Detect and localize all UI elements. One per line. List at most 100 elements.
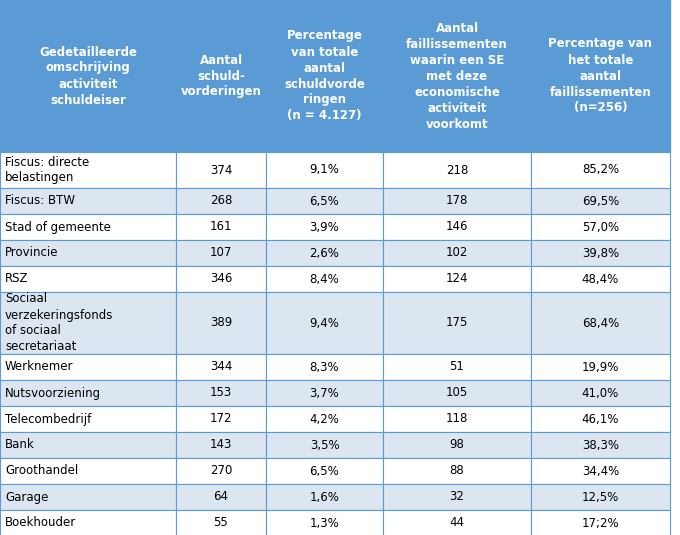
Text: 34,4%: 34,4% <box>582 464 619 478</box>
Text: 48,4%: 48,4% <box>582 272 619 286</box>
Text: Garage: Garage <box>5 491 48 503</box>
Text: Werknemer: Werknemer <box>5 361 73 373</box>
Bar <box>531 484 670 510</box>
Bar <box>176 432 266 458</box>
Bar <box>266 432 383 458</box>
Text: 1,3%: 1,3% <box>309 516 339 530</box>
Bar <box>176 188 266 214</box>
Text: 3,9%: 3,9% <box>309 220 339 233</box>
Text: 3,7%: 3,7% <box>309 386 339 400</box>
Bar <box>383 354 531 380</box>
Bar <box>266 240 383 266</box>
Text: 46,1%: 46,1% <box>582 412 619 425</box>
Bar <box>266 152 383 188</box>
Text: 55: 55 <box>214 516 228 530</box>
Text: 118: 118 <box>446 412 469 425</box>
Bar <box>383 406 531 432</box>
Bar <box>176 380 266 406</box>
Bar <box>531 188 670 214</box>
Text: 69,5%: 69,5% <box>582 195 619 208</box>
Text: 8,4%: 8,4% <box>309 272 339 286</box>
Bar <box>383 0 531 152</box>
Bar <box>383 266 531 292</box>
Bar <box>266 380 383 406</box>
Bar <box>176 266 266 292</box>
Text: 8,3%: 8,3% <box>309 361 339 373</box>
Bar <box>176 354 266 380</box>
Bar <box>531 214 670 240</box>
Bar <box>0 510 176 535</box>
Text: 344: 344 <box>210 361 232 373</box>
Text: 44: 44 <box>449 516 464 530</box>
Text: 32: 32 <box>449 491 464 503</box>
Bar <box>266 0 383 152</box>
Bar <box>176 0 266 152</box>
Text: Telecombedrijf: Telecombedrijf <box>5 412 91 425</box>
Text: Gedetailleerde
omschrijving
activiteit
schuldeiser: Gedetailleerde omschrijving activiteit s… <box>39 45 137 106</box>
Text: 146: 146 <box>446 220 469 233</box>
Text: 161: 161 <box>209 220 233 233</box>
Bar <box>531 152 670 188</box>
Text: Bank: Bank <box>5 439 35 452</box>
Bar <box>266 406 383 432</box>
Text: 1,6%: 1,6% <box>309 491 339 503</box>
Bar <box>176 240 266 266</box>
Bar <box>0 354 176 380</box>
Bar <box>0 406 176 432</box>
Text: 85,2%: 85,2% <box>582 164 619 177</box>
Text: 143: 143 <box>210 439 232 452</box>
Bar <box>531 510 670 535</box>
Bar <box>383 188 531 214</box>
Bar <box>531 354 670 380</box>
Text: 41,0%: 41,0% <box>582 386 619 400</box>
Text: 98: 98 <box>449 439 464 452</box>
Text: 175: 175 <box>446 317 469 330</box>
Bar <box>531 406 670 432</box>
Bar <box>266 214 383 240</box>
Text: 39,8%: 39,8% <box>582 247 619 259</box>
Text: Nutsvoorziening: Nutsvoorziening <box>5 386 101 400</box>
Bar <box>383 292 531 354</box>
Text: 6,5%: 6,5% <box>309 464 339 478</box>
Text: 9,4%: 9,4% <box>309 317 339 330</box>
Bar <box>0 458 176 484</box>
Text: 124: 124 <box>446 272 469 286</box>
Bar <box>383 214 531 240</box>
Bar <box>266 266 383 292</box>
Bar <box>0 188 176 214</box>
Bar <box>0 266 176 292</box>
Bar <box>531 292 670 354</box>
Text: 178: 178 <box>446 195 469 208</box>
Bar <box>383 380 531 406</box>
Bar <box>176 214 266 240</box>
Text: 107: 107 <box>210 247 232 259</box>
Bar <box>383 240 531 266</box>
Bar <box>0 292 176 354</box>
Text: Fiscus: directe
belastingen: Fiscus: directe belastingen <box>5 156 89 185</box>
Bar <box>383 458 531 484</box>
Text: 9,1%: 9,1% <box>309 164 339 177</box>
Text: Provincie: Provincie <box>5 247 58 259</box>
Text: 346: 346 <box>210 272 232 286</box>
Text: Percentage
van totale
aantal
schuldvorde
ringen
(n = 4.127): Percentage van totale aantal schuldvorde… <box>284 29 365 123</box>
Bar <box>266 292 383 354</box>
Bar <box>176 484 266 510</box>
Text: 270: 270 <box>210 464 232 478</box>
Text: 51: 51 <box>449 361 464 373</box>
Text: 6,5%: 6,5% <box>309 195 339 208</box>
Bar <box>383 152 531 188</box>
Bar <box>0 214 176 240</box>
Text: 4,2%: 4,2% <box>309 412 339 425</box>
Bar <box>176 458 266 484</box>
Text: 17;2%: 17;2% <box>581 516 619 530</box>
Bar <box>176 152 266 188</box>
Bar <box>531 380 670 406</box>
Bar <box>383 510 531 535</box>
Text: 105: 105 <box>446 386 468 400</box>
Text: 2,6%: 2,6% <box>309 247 339 259</box>
Bar <box>383 432 531 458</box>
Bar <box>0 432 176 458</box>
Bar <box>0 152 176 188</box>
Bar <box>0 0 176 152</box>
Bar <box>176 406 266 432</box>
